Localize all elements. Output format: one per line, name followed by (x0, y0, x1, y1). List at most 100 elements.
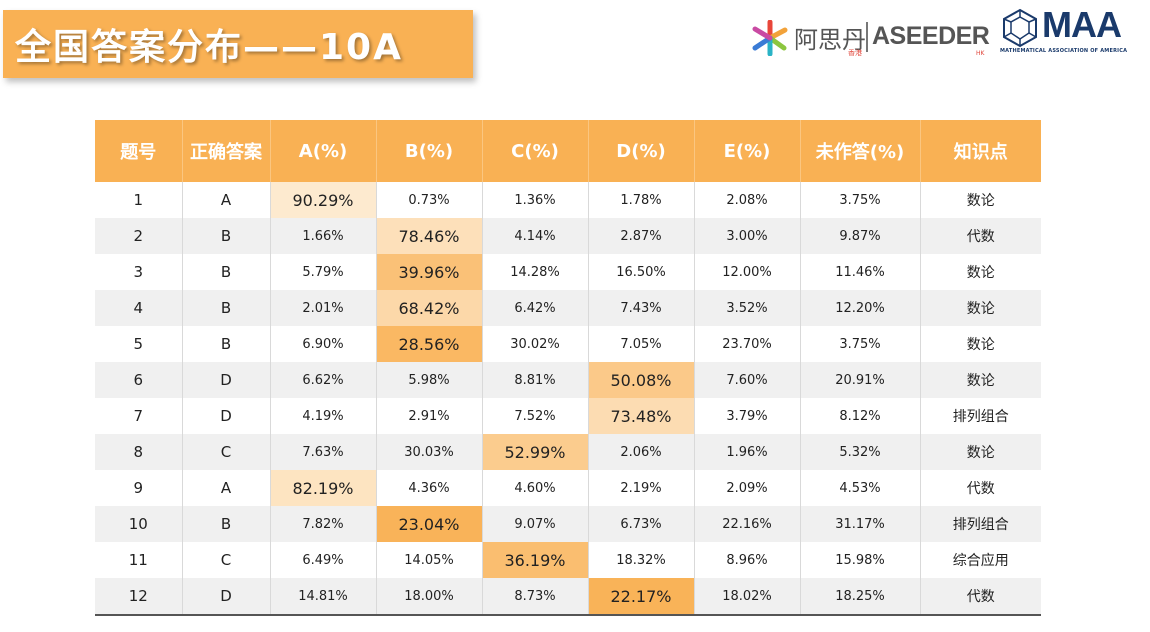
cell-pct-unanswered: 20.91% (799, 362, 920, 398)
cell-topic: 数论 (919, 182, 1041, 218)
cell-pct-b: 5.98% (375, 362, 482, 398)
header-question-no: 题号 (95, 120, 182, 182)
title-banner: 全国答案分布——10A (3, 10, 473, 78)
cell-question-no: 6 (95, 362, 182, 398)
cell-pct-c: 8.73% (481, 578, 588, 615)
table-row: 2 B 1.66% 78.46% 4.14% 2.87% 3.00% 9.87% 代数 (95, 218, 1041, 254)
aseeder-logo: 阿思丹 香港 ASEEDER HK (748, 16, 990, 57)
cell-pct-unanswered: 15.98% (799, 542, 920, 578)
header-correct-answer: 正确答案 (181, 120, 270, 182)
cell-pct-d: 2.19% (587, 470, 694, 506)
aseeder-en-sub: HK (976, 50, 985, 57)
cell-pct-b: 68.42% (375, 290, 482, 326)
cell-pct-unanswered: 9.87% (799, 218, 920, 254)
cell-pct-b: 18.00% (375, 578, 482, 615)
cell-correct-answer: A (181, 470, 270, 506)
cell-pct-c: 6.42% (481, 290, 588, 326)
cell-correct-answer: B (181, 254, 270, 290)
table-header-row: 题号 正确答案 A(%) B(%) C(%) D(%) E(%) 未作答(%) … (95, 120, 1041, 182)
cell-pct-e: 3.52% (693, 290, 800, 326)
cell-correct-answer: B (181, 506, 270, 542)
cell-pct-a: 4.19% (269, 398, 376, 434)
maa-subtitle: MATHEMATICAL ASSOCIATION OF AMERICA (1000, 48, 1128, 54)
header-topic: 知识点 (919, 120, 1041, 182)
cell-pct-d: 7.43% (587, 290, 694, 326)
table-row: 9 A 82.19% 4.36% 4.60% 2.19% 2.09% 4.53% 代数 (95, 470, 1041, 506)
cell-pct-c: 14.28% (481, 254, 588, 290)
cell-pct-b: 4.36% (375, 470, 482, 506)
cell-pct-d: 16.50% (587, 254, 694, 290)
cell-question-no: 5 (95, 326, 182, 362)
maa-logo: MAA MATHEMATICAL ASSOCIATION OF AMERICA (1000, 4, 1140, 60)
cell-question-no: 3 (95, 254, 182, 290)
cell-question-no: 10 (95, 506, 182, 542)
cell-pct-unanswered: 11.46% (799, 254, 920, 290)
cell-pct-e: 2.09% (693, 470, 800, 506)
cell-pct-b: 23.04% (375, 506, 482, 542)
cell-pct-e: 3.00% (693, 218, 800, 254)
cell-pct-b: 2.91% (375, 398, 482, 434)
table-row: 12 D 14.81% 18.00% 8.73% 22.17% 18.02% 18.25% 代数 (95, 578, 1041, 615)
cell-pct-d: 73.48% (587, 398, 694, 434)
table-row: 10 B 7.82% 23.04% 9.07% 6.73% 22.16% 31.17% 排列组合 (95, 506, 1041, 542)
table-body: 1 A 90.29% 0.73% 1.36% 1.78% 2.08% 3.75% 数论 2 B 1.6… (95, 182, 1041, 615)
cell-pct-unanswered: 18.25% (799, 578, 920, 615)
header-e: E(%) (693, 120, 800, 182)
table-row: 7 D 4.19% 2.91% 7.52% 73.48% 3.79% 8.12% 排列组合 (95, 398, 1041, 434)
cell-question-no: 7 (95, 398, 182, 434)
header-c: C(%) (481, 120, 588, 182)
logo-divider (866, 22, 868, 52)
cell-correct-answer: D (181, 578, 270, 615)
cell-pct-d: 6.73% (587, 506, 694, 542)
cell-topic: 代数 (919, 578, 1041, 615)
header-d: D(%) (587, 120, 694, 182)
cell-pct-c: 30.02% (481, 326, 588, 362)
cell-pct-unanswered: 8.12% (799, 398, 920, 434)
header-a: A(%) (269, 120, 376, 182)
cell-topic: 数论 (919, 434, 1041, 470)
cell-pct-d: 50.08% (587, 362, 694, 398)
cell-topic: 数论 (919, 326, 1041, 362)
cell-question-no: 12 (95, 578, 182, 615)
answer-distribution-table: 题号 正确答案 A(%) B(%) C(%) D(%) E(%) 未作答(%) … (95, 120, 1041, 616)
cell-pct-b: 78.46% (375, 218, 482, 254)
cell-pct-d: 18.32% (587, 542, 694, 578)
aseeder-cn-name: 阿思丹 (794, 26, 866, 54)
cell-question-no: 1 (95, 182, 182, 218)
cell-pct-d: 1.78% (587, 182, 694, 218)
cell-pct-e: 7.60% (693, 362, 800, 398)
cell-topic: 数论 (919, 362, 1041, 398)
cell-pct-b: 28.56% (375, 326, 482, 362)
cell-pct-b: 0.73% (375, 182, 482, 218)
table-row: 8 C 7.63% 30.03% 52.99% 2.06% 1.96% 5.32% 数论 (95, 434, 1041, 470)
header-unanswered: 未作答(%) (799, 120, 920, 182)
cell-pct-a: 6.62% (269, 362, 376, 398)
cell-pct-e: 22.16% (693, 506, 800, 542)
table-row: 4 B 2.01% 68.42% 6.42% 7.43% 3.52% 12.20% 数论 (95, 290, 1041, 326)
cell-pct-a: 5.79% (269, 254, 376, 290)
cell-correct-answer: B (181, 218, 270, 254)
cell-pct-a: 7.63% (269, 434, 376, 470)
cell-correct-answer: D (181, 362, 270, 398)
cell-pct-a: 1.66% (269, 218, 376, 254)
cell-pct-unanswered: 12.20% (799, 290, 920, 326)
cell-pct-c: 4.60% (481, 470, 588, 506)
cell-topic: 排列组合 (919, 506, 1041, 542)
cell-pct-e: 12.00% (693, 254, 800, 290)
cell-pct-e: 3.79% (693, 398, 800, 434)
cell-pct-c: 4.14% (481, 218, 588, 254)
cell-pct-a: 82.19% (269, 470, 376, 506)
cell-pct-d: 2.06% (587, 434, 694, 470)
cell-correct-answer: C (181, 434, 270, 470)
cell-pct-unanswered: 3.75% (799, 182, 920, 218)
aseeder-en-name: ASEEDER (872, 22, 990, 50)
cell-pct-unanswered: 31.17% (799, 506, 920, 542)
cell-pct-c: 36.19% (481, 542, 588, 578)
table-row: 1 A 90.29% 0.73% 1.36% 1.78% 2.08% 3.75% 数论 (95, 182, 1041, 218)
header-b: B(%) (375, 120, 482, 182)
cell-question-no: 9 (95, 470, 182, 506)
cell-question-no: 4 (95, 290, 182, 326)
cell-topic: 综合应用 (919, 542, 1041, 578)
cell-pct-b: 14.05% (375, 542, 482, 578)
cell-correct-answer: D (181, 398, 270, 434)
